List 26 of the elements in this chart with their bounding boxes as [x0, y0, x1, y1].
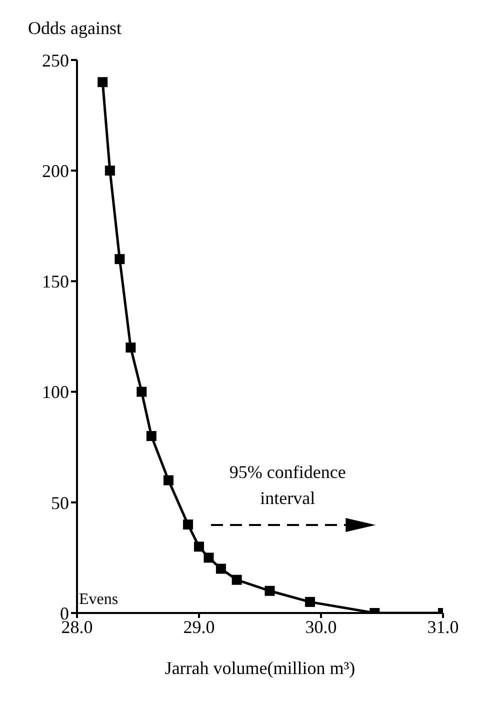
point: [126, 342, 136, 353]
y-tick-label: 200: [42, 160, 69, 181]
point: [264, 586, 275, 596]
point: [216, 564, 226, 574]
annotation: 95% confidence interval: [228, 461, 347, 510]
point: [305, 596, 316, 607]
point: [232, 574, 242, 585]
point: [164, 475, 174, 486]
y-axis-title: Odds against: [28, 18, 122, 39]
point: [204, 552, 214, 563]
point: [98, 77, 108, 88]
x-tick-label: 30.0: [305, 616, 337, 637]
point: [183, 520, 194, 530]
y-tick-label: 150: [42, 272, 69, 292]
x-tick-label: 31.0: [427, 616, 459, 637]
y-tick-label: 100: [42, 382, 69, 402]
y-tick-label: 50: [51, 492, 69, 513]
point: [146, 431, 156, 442]
point: [114, 254, 125, 264]
point: [136, 386, 147, 397]
point: [194, 542, 204, 552]
y-tick-label: 250: [42, 50, 69, 70]
x-tick-label: 29.0: [183, 616, 215, 637]
point: [104, 166, 115, 176]
annotation: Evens: [79, 591, 118, 609]
x-axis-title: Jarrah volume(million m³): [164, 658, 356, 679]
